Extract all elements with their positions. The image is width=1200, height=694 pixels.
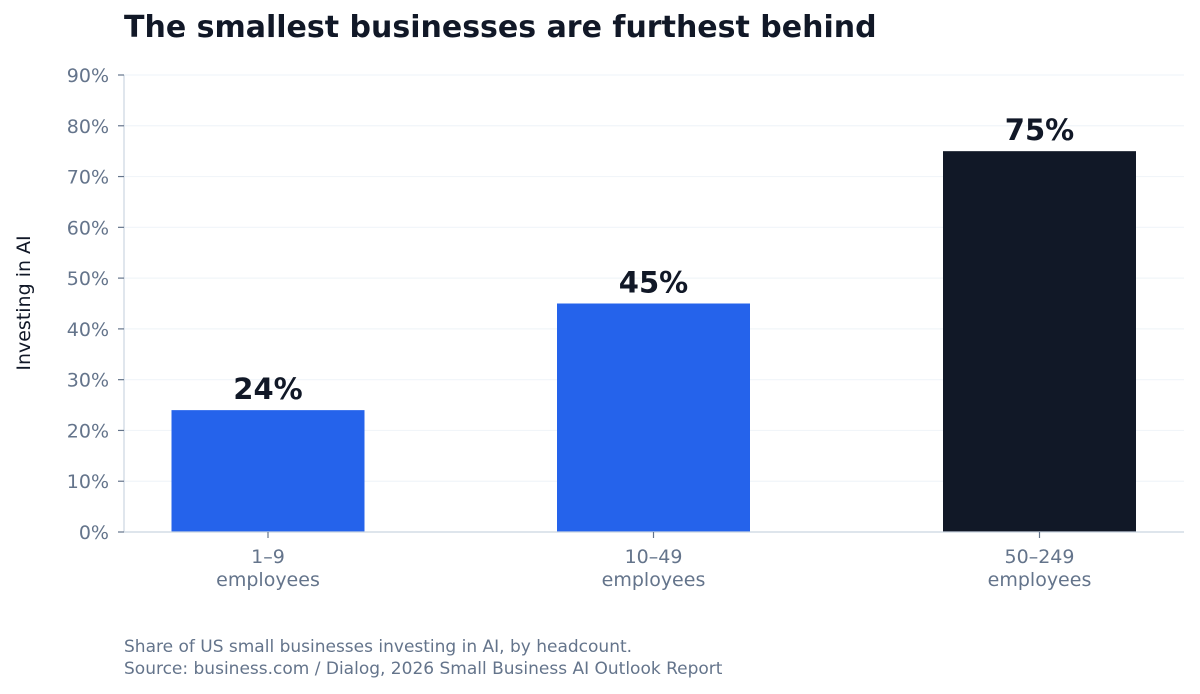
- y-tick-label: 60%: [67, 217, 109, 239]
- x-tick-label: 10–49 employees: [602, 546, 706, 591]
- y-tick-label: 20%: [67, 420, 109, 442]
- x-tick-label: 50–249 employees: [988, 546, 1092, 591]
- x-tick-label-line: employees: [988, 569, 1092, 591]
- footnote-source: Source: business.com / Dialog, 2026 Smal…: [124, 659, 723, 679]
- footnote: Share of US small businesses investing i…: [124, 636, 722, 680]
- bar-value-label: 24%: [233, 372, 302, 406]
- x-tick-label-line: 10–49: [625, 546, 683, 568]
- bar: [557, 303, 750, 532]
- y-tick-label: 70%: [67, 167, 109, 189]
- y-tick-label: 80%: [67, 116, 109, 138]
- value-labels: 24% 45% 75%: [233, 113, 1074, 406]
- chart-title: The smallest businesses are furthest beh…: [124, 10, 877, 45]
- footnote-description: Share of US small businesses investing i…: [124, 637, 633, 657]
- bar: [171, 410, 365, 532]
- y-tick-label: 10%: [67, 471, 109, 493]
- bar: [943, 151, 1136, 532]
- y-tick-label: 90%: [67, 65, 109, 87]
- x-tick-label-line: 50–249: [1005, 546, 1075, 568]
- y-tick-label: 30%: [67, 370, 109, 392]
- y-ticks: 0% 10% 20% 30% 40% 50% 60% 70% 80% 90%: [67, 65, 124, 544]
- x-tick-label-line: 1–9: [251, 546, 285, 568]
- y-tick-label: 50%: [67, 268, 109, 290]
- bar-value-label: 75%: [1005, 113, 1074, 147]
- y-tick-label: 40%: [67, 319, 109, 341]
- x-tick-label: 1–9 employees: [216, 546, 320, 591]
- bar-value-label: 45%: [619, 266, 688, 300]
- x-tick-label-line: employees: [602, 569, 706, 591]
- bars: [171, 151, 1136, 532]
- y-tick-label: 0%: [79, 522, 109, 544]
- x-tick-label-line: employees: [216, 569, 320, 591]
- y-axis-label: Investing in AI: [13, 235, 35, 370]
